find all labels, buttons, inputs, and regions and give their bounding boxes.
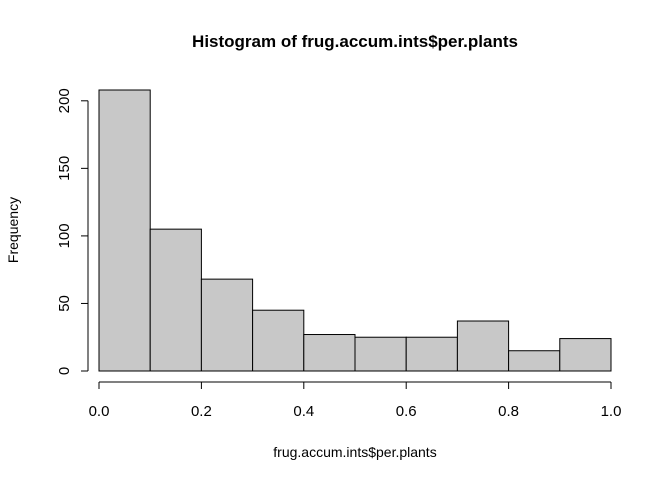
y-tick-label: 100 <box>56 223 73 248</box>
x-tick-label: 0.2 <box>191 403 212 420</box>
histogram-bar-3 <box>200 278 254 372</box>
histogram-bar-6 <box>354 336 407 372</box>
y-tick-label: 0 <box>56 367 73 375</box>
histogram-bar-9 <box>508 350 561 372</box>
histogram-bar-10 <box>559 338 612 372</box>
x-tick-label: 0.4 <box>293 403 314 420</box>
y-tick-label: 50 <box>56 295 73 312</box>
histogram-bar-7 <box>405 336 458 372</box>
x-tick-label: 1.0 <box>601 403 622 420</box>
histogram-bar-5 <box>303 334 356 372</box>
x-tick-label: 0.8 <box>498 403 519 420</box>
histogram-bar-4 <box>252 309 305 372</box>
y-axis: 0 50 100 150 200 <box>56 88 89 375</box>
histogram-bar-8 <box>456 320 510 372</box>
x-axis-label: frug.accum.ints$per.plants <box>273 444 436 460</box>
y-tick-label: 150 <box>56 156 73 181</box>
x-tick-label: 0.0 <box>89 403 110 420</box>
histogram-bar-2 <box>149 228 202 372</box>
y-tick-label: 200 <box>56 88 73 113</box>
chart-title: Histogram of frug.accum.ints$per.plants <box>192 32 518 51</box>
histogram-bar-1 <box>98 89 151 372</box>
x-axis: 0.0 0.2 0.4 0.6 0.8 1.0 <box>89 381 622 420</box>
y-axis-label: Frequency <box>5 197 21 263</box>
bars-group <box>98 89 612 372</box>
x-tick-label: 0.6 <box>396 403 417 420</box>
